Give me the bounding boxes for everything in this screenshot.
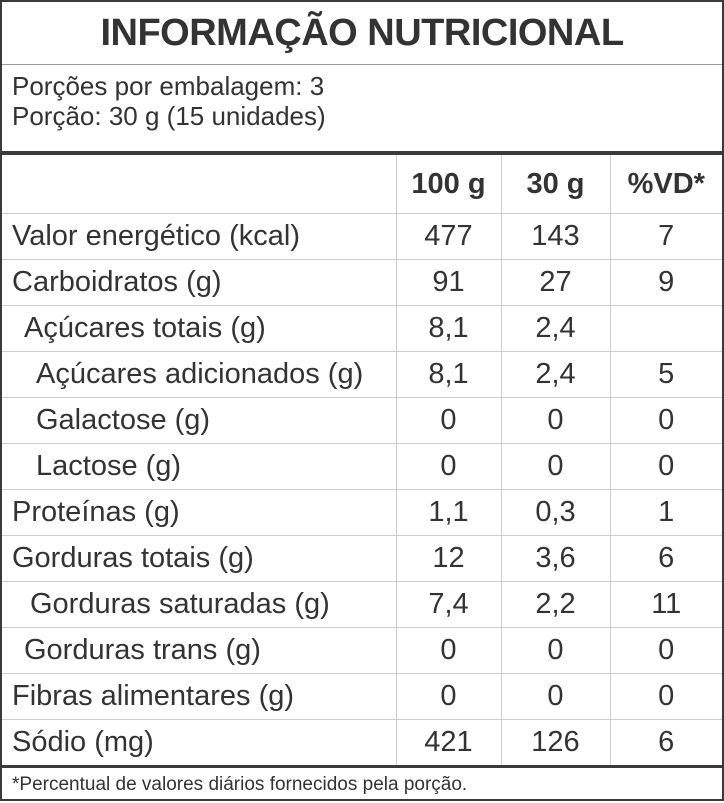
value-30g: 143 [500,213,610,260]
value-vd: 1 [609,489,722,536]
header-empty-cell [2,155,396,214]
value-100g: 1,1 [395,489,501,536]
table-row: Açúcares totais (g) 8,1 2,4 [2,305,722,352]
value-vd: 6 [609,719,722,765]
portion-info: Porções por embalagem: 3 Porção: 30 g (1… [2,65,722,151]
value-vd: 9 [609,259,722,306]
value-vd: 0 [609,627,722,674]
value-100g: 8,1 [395,351,501,398]
value-30g: 0 [500,443,610,490]
nutrient-name: Fibras alimentares (g) [2,673,396,720]
table-row: Gorduras saturadas (g) 7,4 2,2 11 [2,581,722,628]
value-100g: 0 [395,627,501,674]
value-100g: 12 [395,535,501,582]
table-row: Valor energético (kcal) 477 143 7 [2,213,722,260]
value-vd [609,305,722,352]
table-row: Gorduras trans (g) 0 0 0 [2,627,722,674]
nutrient-name: Carboidratos (g) [2,259,396,306]
serving-size: Porção: 30 g (15 unidades) [12,101,326,131]
table-row: Fibras alimentares (g) 0 0 0 [2,673,722,720]
value-vd: 0 [609,397,722,444]
servings-per-package: Porções por embalagem: 3 [12,71,325,101]
value-vd: 6 [609,535,722,582]
value-100g: 421 [395,719,501,765]
nutrient-name: Gorduras trans (g) [2,627,396,674]
nutrient-name: Gorduras totais (g) [2,535,396,582]
header-row: 100 g 30 g %VD* [2,155,722,214]
value-30g: 0 [500,627,610,674]
nutrient-name: Galactose (g) [2,397,396,444]
table-row: Proteínas (g) 1,1 0,3 1 [2,489,722,536]
value-30g: 0,3 [500,489,610,536]
header-vd: %VD* [609,155,722,214]
nutrient-name: Açúcares adicionados (g) [2,351,396,398]
nutrient-name: Valor energético (kcal) [2,213,396,260]
table-row: Açúcares adicionados (g) 8,1 2,4 5 [2,351,722,398]
table-row: Carboidratos (g) 91 27 9 [2,259,722,306]
value-30g: 0 [500,673,610,720]
table-row: Galactose (g) 0 0 0 [2,397,722,444]
value-30g: 2,4 [500,305,610,352]
nutrient-name: Sódio (mg) [12,726,154,758]
value-vd: 7 [609,213,722,260]
header-30g: 30 g [500,155,610,214]
value-vd: 11 [609,581,722,628]
header-100g: 100 g [395,155,501,214]
value-100g: 7,4 [395,581,501,628]
value-100g: 0 [395,443,501,490]
thick-divider [2,151,722,155]
value-100g: 0 [395,673,501,720]
value-30g: 2,2 [500,581,610,628]
nutrient-name: Lactose (g) [2,443,396,490]
value-30g: 126 [500,719,610,765]
value-30g: 2,4 [500,351,610,398]
nutrient-name: Gorduras saturadas (g) [2,581,396,628]
value-100g: 0 [395,397,501,444]
value-vd: 0 [609,673,722,720]
value-30g: 0 [500,397,610,444]
value-30g: 3,6 [500,535,610,582]
nutrient-name: Açúcares totais (g) [2,305,396,352]
value-100g: 477 [395,213,501,260]
label-title: INFORMAÇÃO NUTRICIONAL [2,2,722,65]
nutrition-table: 100 g 30 g %VD* Valor energético (kcal) … [2,155,722,765]
value-100g: 8,1 [395,305,501,352]
table-row: Gorduras totais (g) 12 3,6 6 [2,535,722,582]
footnote: *Percentual de valores diários fornecido… [2,765,722,803]
value-vd: 0 [609,443,722,490]
value-vd: 5 [609,351,722,398]
value-100g: 91 [395,259,501,306]
value-30g: 27 [500,259,610,306]
table-row: Lactose (g) 0 0 0 [2,443,722,490]
table-row: Sódio (mg) 421 126 6 [2,719,722,765]
nutrient-name: Proteínas (g) [2,489,396,536]
